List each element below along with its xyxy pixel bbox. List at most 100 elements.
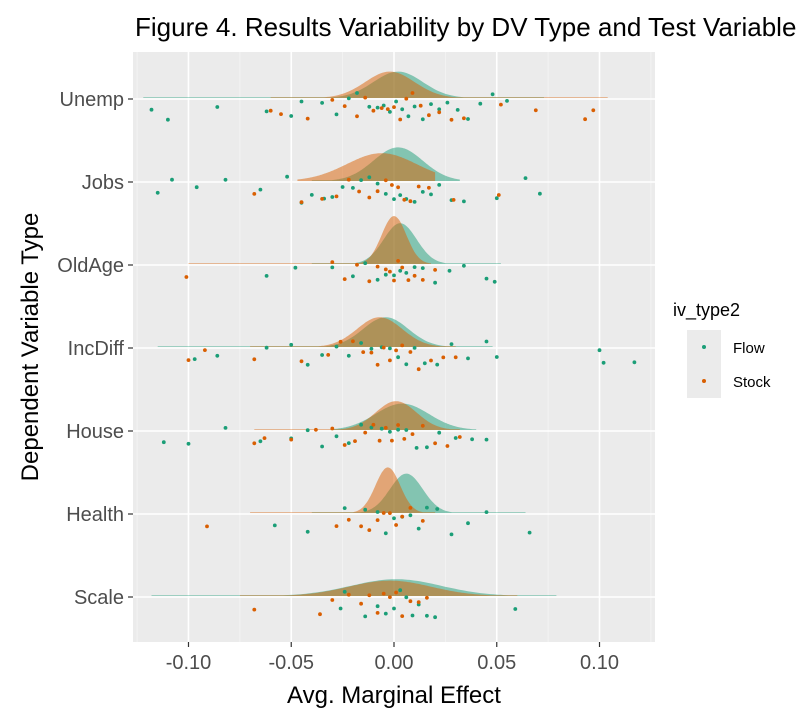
data-point bbox=[330, 195, 335, 199]
data-point bbox=[375, 604, 380, 609]
data-point bbox=[363, 95, 368, 100]
data-point bbox=[170, 177, 174, 182]
data-point bbox=[513, 607, 518, 611]
x-tick-label: 0.10 bbox=[580, 652, 619, 674]
data-point bbox=[435, 362, 440, 367]
data-point bbox=[330, 265, 335, 270]
data-point bbox=[398, 193, 403, 198]
jittered-points bbox=[149, 91, 637, 620]
y-tick-label: Unemp bbox=[60, 89, 124, 111]
data-point bbox=[377, 438, 382, 443]
data-point bbox=[186, 441, 191, 446]
data-point bbox=[429, 192, 433, 197]
data-point bbox=[359, 341, 363, 345]
data-point bbox=[416, 184, 421, 189]
data-point bbox=[402, 197, 407, 202]
data-point bbox=[355, 91, 359, 95]
data-point bbox=[363, 614, 368, 619]
data-point bbox=[279, 112, 283, 116]
data-point bbox=[394, 523, 398, 527]
data-point bbox=[357, 189, 361, 194]
density-cloud bbox=[250, 467, 436, 513]
data-point bbox=[404, 362, 409, 367]
data-point bbox=[359, 524, 363, 529]
y-axis-ticks: Scale Health House IncDiff OldAge Jobs Unemp bbox=[57, 89, 133, 609]
data-point bbox=[408, 599, 413, 604]
data-point bbox=[375, 264, 380, 269]
data-point bbox=[396, 185, 400, 190]
data-point bbox=[264, 345, 269, 350]
data-point bbox=[416, 600, 421, 604]
data-point bbox=[484, 510, 489, 514]
data-point bbox=[433, 280, 437, 285]
data-point bbox=[367, 528, 372, 532]
data-point bbox=[149, 107, 154, 112]
data-point bbox=[484, 276, 489, 281]
data-point bbox=[398, 588, 403, 593]
data-point bbox=[388, 595, 392, 599]
data-point bbox=[305, 529, 310, 534]
data-point bbox=[371, 422, 376, 427]
data-point bbox=[363, 430, 368, 435]
data-point bbox=[346, 177, 351, 182]
data-point bbox=[418, 103, 423, 108]
data-point bbox=[375, 611, 380, 615]
data-point bbox=[392, 273, 396, 278]
data-point bbox=[392, 516, 396, 521]
data-point bbox=[420, 266, 425, 270]
data-point bbox=[410, 613, 415, 618]
data-point bbox=[425, 445, 429, 450]
data-point bbox=[392, 606, 396, 611]
data-point bbox=[484, 339, 489, 344]
legend-key-point bbox=[702, 379, 706, 383]
data-point bbox=[289, 342, 294, 347]
data-point bbox=[383, 272, 388, 277]
data-point bbox=[383, 425, 388, 430]
data-point bbox=[441, 355, 446, 360]
data-point bbox=[412, 200, 417, 204]
data-point bbox=[334, 112, 339, 117]
y-tick-label: IncDiff bbox=[68, 338, 125, 360]
data-point bbox=[494, 355, 499, 359]
data-point bbox=[435, 507, 440, 511]
data-point bbox=[422, 361, 427, 366]
data-point bbox=[437, 183, 442, 187]
data-point bbox=[388, 511, 392, 515]
data-point bbox=[394, 590, 398, 595]
data-point bbox=[408, 513, 413, 518]
data-point bbox=[355, 262, 359, 267]
data-point bbox=[410, 91, 415, 95]
y-axis-title: Dependent Variable Type bbox=[17, 213, 44, 482]
data-point bbox=[375, 189, 380, 194]
data-point bbox=[215, 105, 220, 109]
data-point bbox=[396, 427, 400, 432]
data-point bbox=[359, 178, 363, 183]
data-point bbox=[437, 110, 442, 115]
data-point bbox=[412, 265, 417, 269]
data-point bbox=[462, 263, 466, 268]
data-point bbox=[388, 110, 392, 114]
data-point bbox=[538, 191, 542, 196]
data-point bbox=[394, 348, 398, 353]
data-point bbox=[433, 268, 437, 272]
data-point bbox=[392, 105, 396, 109]
data-point bbox=[330, 260, 335, 264]
data-point bbox=[383, 611, 388, 616]
legend-label: Flow bbox=[733, 340, 765, 357]
data-point bbox=[342, 506, 347, 510]
data-point bbox=[400, 343, 405, 348]
data-point bbox=[400, 514, 405, 519]
data-point bbox=[632, 360, 637, 365]
data-point bbox=[394, 99, 398, 104]
data-point bbox=[462, 199, 466, 204]
data-point bbox=[420, 278, 425, 282]
data-point bbox=[326, 353, 331, 357]
data-point bbox=[299, 359, 304, 364]
data-point bbox=[223, 426, 228, 430]
data-point bbox=[299, 200, 304, 205]
legend-keys: Flow Stock bbox=[687, 330, 771, 398]
data-point bbox=[496, 193, 501, 197]
data-point bbox=[420, 423, 425, 428]
data-point bbox=[396, 355, 400, 360]
data-point bbox=[320, 353, 324, 357]
